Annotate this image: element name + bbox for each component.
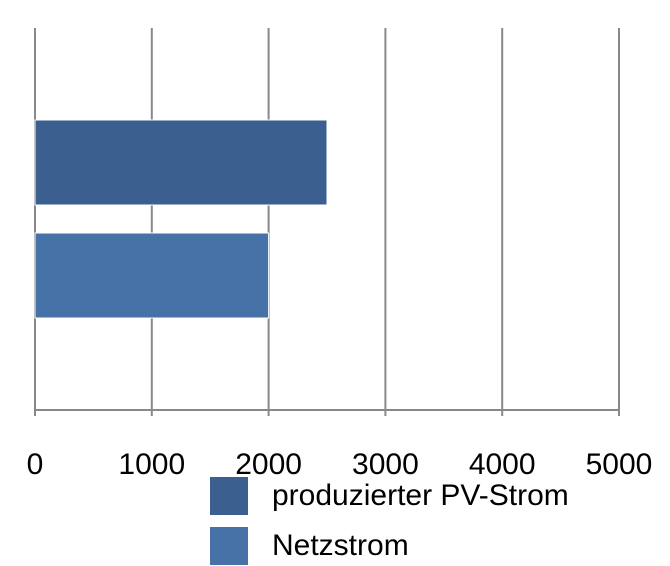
legend-label: produzierter PV-Strom — [272, 479, 569, 512]
x-tick-label: 3000 — [352, 448, 419, 481]
x-tick-label: 5000 — [586, 448, 653, 481]
legend-swatch — [210, 477, 248, 515]
x-tick-label: 4000 — [469, 448, 536, 481]
x-tick-label: 0 — [27, 448, 44, 481]
legend-label: Netzstrom — [272, 529, 409, 562]
bar — [34, 232, 270, 319]
legend-swatch — [210, 527, 248, 565]
bar — [34, 119, 328, 206]
x-tick-label: 2000 — [235, 448, 302, 481]
x-tick-label: 1000 — [118, 448, 185, 481]
